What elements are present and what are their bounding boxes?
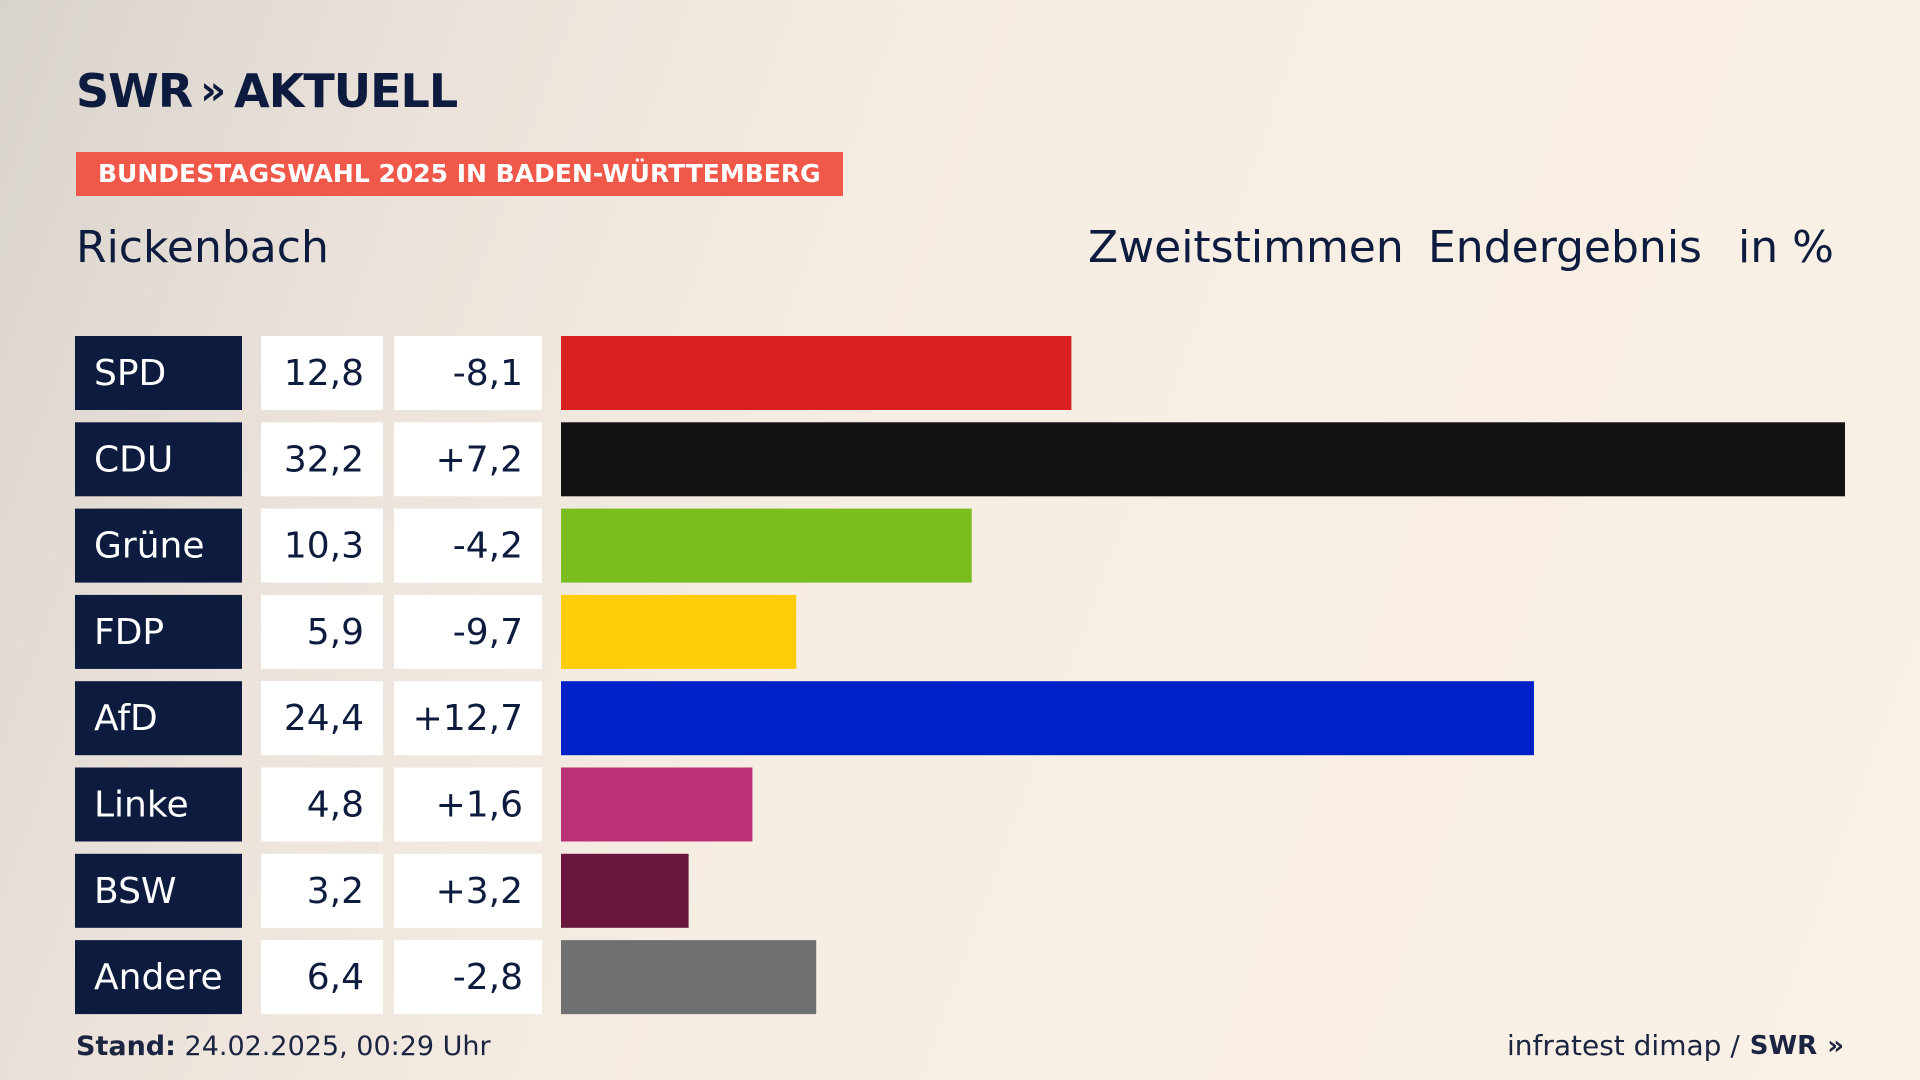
place-title: Rickenbach xyxy=(76,222,329,273)
change-label: -2,8 xyxy=(453,957,523,998)
party-label: Grüne xyxy=(94,526,204,567)
bar xyxy=(561,336,1072,410)
party-label: BSW xyxy=(94,871,177,912)
swr-aktuell-logo: SWR» AKTUELL xyxy=(76,64,458,118)
value-label: 32,2 xyxy=(284,439,364,480)
party-label-box xyxy=(75,940,242,1015)
bar xyxy=(561,681,1534,756)
change-cell xyxy=(394,940,542,1015)
party-label-box xyxy=(75,681,242,756)
bar xyxy=(561,767,753,842)
value-label: 6,4 xyxy=(307,957,364,998)
change-label: -9,7 xyxy=(453,612,523,653)
result-status-label: Endergebnis xyxy=(1428,222,1702,273)
value-label: 24,4 xyxy=(284,698,364,739)
bar xyxy=(561,508,972,583)
party-label-box xyxy=(75,508,242,583)
value-cell xyxy=(261,940,383,1015)
change-cell xyxy=(394,422,542,497)
results-chart: SPD 12,8 -8,1 CDU 32,2 +7,2 Grüne 10,3 -4,2 FDP 5,… xyxy=(75,336,1845,1015)
value-label: 4,8 xyxy=(307,785,364,826)
party-label: FDP xyxy=(94,612,164,653)
source-credit: infratest dimap / SWR » xyxy=(1507,1028,1844,1064)
party-label: Andere xyxy=(94,957,223,998)
party-label-box xyxy=(75,336,242,410)
change-cell xyxy=(394,853,542,928)
party-label: AfD xyxy=(94,698,158,739)
vote-type-label: Zweitstimmen xyxy=(1088,222,1404,273)
value-label: 3,2 xyxy=(307,871,364,912)
value-cell xyxy=(261,336,383,410)
change-label: +1,6 xyxy=(436,785,523,826)
stand-value: 24.02.2025, 00:29 Uhr xyxy=(184,1031,491,1062)
unit-label: in % xyxy=(1738,222,1834,273)
logo-brand: SWR xyxy=(76,64,193,118)
bar xyxy=(561,594,797,669)
change-label: +7,2 xyxy=(436,439,523,480)
value-cell xyxy=(261,422,383,497)
party-label: CDU xyxy=(94,439,173,480)
bar xyxy=(561,422,1845,497)
change-label: -4,2 xyxy=(453,526,523,567)
bar xyxy=(561,940,817,1015)
logo-product: AKTUELL xyxy=(234,64,458,118)
bar xyxy=(561,853,689,928)
party-label-box xyxy=(75,767,242,842)
party-label: Linke xyxy=(94,785,189,826)
change-cell xyxy=(394,336,542,410)
value-label: 5,9 xyxy=(307,612,364,653)
value-label: 10,3 xyxy=(284,526,364,567)
party-label-box xyxy=(75,594,242,669)
swr-footer-logo: SWR xyxy=(1749,1031,1818,1061)
value-label: 12,8 xyxy=(284,353,364,394)
swr-chevron-icon: » xyxy=(1827,1031,1844,1061)
value-cell xyxy=(261,508,383,583)
source-text: infratest dimap / xyxy=(1506,1029,1740,1062)
change-cell xyxy=(394,508,542,583)
election-banner: BUNDESTAGSWAHL 2025 IN BADEN-WÜRTTEMBERG xyxy=(76,152,843,196)
value-cell xyxy=(261,681,383,756)
party-label: SPD xyxy=(94,353,166,394)
change-label: +12,7 xyxy=(413,698,523,739)
change-cell xyxy=(394,681,542,756)
timestamp: Stand: 24.02.2025, 00:29 Uhr xyxy=(76,1030,491,1064)
party-label-box xyxy=(75,422,242,497)
change-label: +3,2 xyxy=(436,871,523,912)
change-cell xyxy=(394,767,542,842)
change-label: -8,1 xyxy=(453,353,523,394)
value-cell xyxy=(261,767,383,842)
stand-label: Stand: xyxy=(76,1031,176,1062)
value-cell xyxy=(261,853,383,928)
value-cell xyxy=(261,594,383,669)
party-label-box xyxy=(75,853,242,928)
change-cell xyxy=(394,594,542,669)
